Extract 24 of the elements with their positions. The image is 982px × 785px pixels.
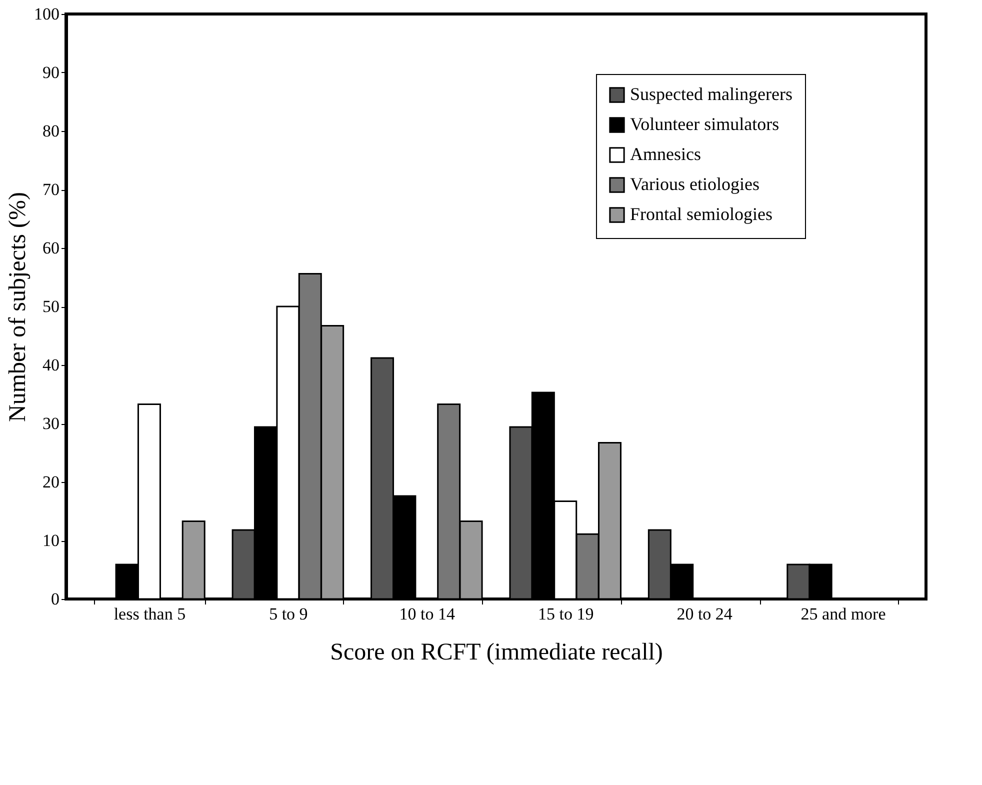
legend-label: Amnesics xyxy=(630,144,701,164)
x-tick-label: 15 to 19 xyxy=(538,604,594,624)
y-tick-label: 50 xyxy=(42,297,60,316)
y-tick-label: 0 xyxy=(51,590,60,608)
y-axis-title: Number of subjects (%) xyxy=(5,192,31,422)
legend-label: Suspected malingerers xyxy=(630,84,792,104)
y-tick-label: 100 xyxy=(34,4,60,24)
y-tick-label: 80 xyxy=(42,122,60,140)
y-tick-label: 90 xyxy=(42,63,60,82)
y-tick-label: 10 xyxy=(42,531,60,550)
y-tick-label: 60 xyxy=(42,238,60,258)
y-tick-label: 20 xyxy=(42,472,60,492)
x-tick-label: 20 to 24 xyxy=(676,604,733,624)
x-tick-label: less than 5 xyxy=(114,604,186,624)
x-tick-label: 5 to 9 xyxy=(269,604,308,624)
x-tick-label: 10 to 14 xyxy=(399,604,456,624)
y-tick-label: 70 xyxy=(42,180,60,199)
y-tick-label: 30 xyxy=(42,414,60,433)
y-tick-label: 40 xyxy=(42,356,60,374)
x-tick-label: 25 and more xyxy=(800,604,886,624)
legend-label: Frontal semiologies xyxy=(630,204,772,224)
legend-label: Various etiologies xyxy=(630,174,760,194)
legend-label: Volunteer simulators xyxy=(630,114,780,134)
x-axis-title: Score on RCFT (immediate recall) xyxy=(330,640,663,666)
